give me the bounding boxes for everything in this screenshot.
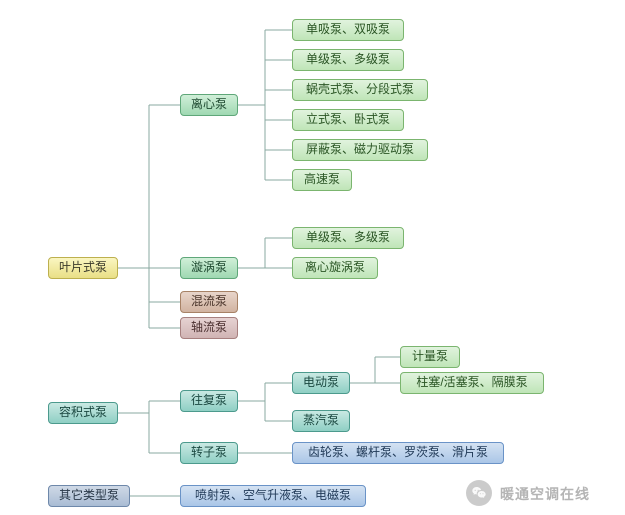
tree-node: 电动泵 — [292, 372, 350, 394]
tree-node: 计量泵 — [400, 346, 460, 368]
tree-node: 齿轮泵、螺杆泵、罗茨泵、滑片泵 — [292, 442, 504, 464]
tree-node: 混流泵 — [180, 291, 238, 313]
tree-node: 离心泵 — [180, 94, 238, 116]
tree-node: 单级泵、多级泵 — [292, 227, 404, 249]
tree-node: 容积式泵 — [48, 402, 118, 424]
tree-node: 屏蔽泵、磁力驱动泵 — [292, 139, 428, 161]
tree-node: 转子泵 — [180, 442, 238, 464]
tree-node: 立式泵、卧式泵 — [292, 109, 404, 131]
tree-node: 离心旋涡泵 — [292, 257, 378, 279]
tree-node: 单级泵、多级泵 — [292, 49, 404, 71]
tree-node: 蒸汽泵 — [292, 410, 350, 432]
tree-node: 柱塞/活塞泵、隔膜泵 — [400, 372, 544, 394]
tree-node: 喷射泵、空气升液泵、电磁泵 — [180, 485, 366, 507]
tree-node: 其它类型泵 — [48, 485, 130, 507]
tree-node: 高速泵 — [292, 169, 352, 191]
tree-node: 漩涡泵 — [180, 257, 238, 279]
watermark-text: 暖通空调在线 — [500, 484, 590, 504]
wechat-icon — [466, 480, 492, 506]
tree-node: 往复泵 — [180, 390, 238, 412]
tree-node: 单吸泵、双吸泵 — [292, 19, 404, 41]
tree-node: 叶片式泵 — [48, 257, 118, 279]
tree-node: 轴流泵 — [180, 317, 238, 339]
tree-node: 蜗壳式泵、分段式泵 — [292, 79, 428, 101]
